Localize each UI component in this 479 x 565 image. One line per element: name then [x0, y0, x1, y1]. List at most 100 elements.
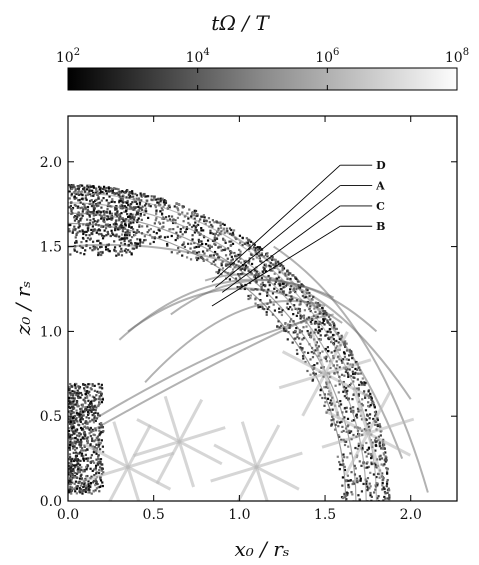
heatmap-cell — [76, 465, 79, 468]
heatmap-cell — [88, 199, 92, 203]
heatmap-cell — [97, 413, 100, 417]
heatmap-cell — [95, 398, 98, 401]
heatmap-cell — [76, 476, 79, 479]
heatmap-cell — [76, 390, 79, 393]
heatmap-cell — [288, 320, 292, 323]
heatmap-cell — [80, 407, 83, 410]
heatmap-cell — [330, 403, 333, 406]
heatmap-cell — [181, 254, 184, 257]
heatmap-cell — [333, 372, 336, 375]
heatmap-cell — [257, 306, 260, 309]
heatmap-cell — [281, 282, 284, 285]
heatmap-cell — [160, 198, 163, 202]
heatmap-cell — [126, 213, 129, 216]
heatmap-cell — [118, 213, 121, 216]
heatmap-cell — [105, 234, 108, 237]
heatmap-cell — [100, 439, 103, 442]
heatmap-cell — [226, 271, 229, 275]
heatmap-cell — [217, 234, 220, 237]
heatmap-cell — [98, 229, 102, 232]
heatmap-cell — [330, 351, 333, 354]
heatmap-cell — [330, 340, 333, 344]
heatmap-cell — [94, 478, 97, 481]
heatmap-cell — [254, 246, 257, 250]
heatmap-cell — [74, 471, 77, 475]
heatmap-cell — [303, 351, 306, 354]
heatmap-cell — [99, 479, 103, 482]
heatmap-cell — [277, 260, 280, 263]
heatmap-cell — [104, 245, 108, 248]
heatmap-cell — [117, 190, 120, 194]
heatmap-cell — [158, 236, 161, 239]
heatmap-cell — [208, 244, 212, 247]
heatmap-cell — [109, 234, 112, 238]
heatmap-cell — [164, 200, 168, 203]
heatmap-cell — [371, 400, 374, 403]
heatmap-cell — [96, 412, 100, 415]
heatmap-cell — [139, 214, 142, 217]
heatmap-cell — [79, 474, 82, 478]
heatmap-filament — [93, 310, 326, 431]
heatmap-cell — [162, 216, 165, 219]
heatmap-cell — [211, 219, 214, 222]
heatmap-cell — [122, 195, 125, 198]
heatmap-cell — [99, 458, 103, 461]
heatmap-cell — [93, 468, 96, 471]
heatmap-cell — [118, 225, 121, 228]
heatmap-cell — [125, 201, 128, 204]
heatmap-cell — [316, 330, 319, 333]
heatmap-cell — [93, 207, 96, 210]
heatmap-cell — [145, 195, 148, 198]
heatmap-cell — [90, 204, 94, 208]
heatmap-cell — [85, 468, 88, 471]
heatmap-cell — [70, 210, 73, 213]
heatmap-cell — [88, 193, 92, 196]
heatmap-cell — [177, 246, 180, 250]
heatmap-cell — [71, 390, 74, 393]
heatmap-cell — [201, 250, 205, 253]
heatmap-cell — [87, 404, 90, 407]
heatmap-cell — [263, 307, 266, 311]
heatmap-cell — [83, 433, 86, 436]
heatmap-cell — [190, 215, 193, 218]
heatmap-cell — [213, 242, 216, 245]
heatmap-cell — [90, 410, 93, 414]
heatmap-cell — [79, 459, 82, 463]
heatmap-cell — [181, 206, 184, 209]
heatmap-cell — [320, 327, 323, 331]
heatmap-cell — [352, 380, 355, 383]
heatmap-cell — [372, 403, 376, 407]
heatmap-cell — [73, 458, 76, 461]
heatmap-cell — [132, 221, 135, 224]
heatmap-cell — [91, 437, 94, 440]
heatmap-cell — [75, 431, 78, 434]
heatmap-cell — [146, 225, 149, 228]
heatmap-cell — [68, 427, 71, 430]
heatmap-cell — [176, 225, 179, 228]
heatmap-cell — [73, 248, 76, 251]
annotation-leader — [215, 185, 341, 288]
heatmap-cell — [100, 225, 103, 228]
heatmap-cell — [328, 401, 332, 405]
heatmap-cell — [138, 203, 142, 206]
heatmap-cell — [89, 460, 92, 464]
heatmap-cell — [128, 191, 131, 194]
heatmap-cell — [76, 420, 79, 423]
heatmap-cell — [381, 441, 385, 445]
heatmap-cell — [364, 396, 367, 399]
heatmap-cell — [147, 195, 150, 198]
heatmap-cell — [351, 493, 354, 496]
heatmap-cell — [217, 227, 220, 230]
heatmap-cell — [302, 314, 306, 317]
y-tick-label: 2.0 — [40, 155, 62, 171]
heatmap-cell — [125, 190, 128, 193]
heatmap-cell — [139, 212, 142, 216]
heatmap-cell — [355, 414, 358, 417]
heatmap-cell — [127, 203, 130, 206]
heatmap-cell — [92, 210, 95, 214]
heatmap-cell — [130, 226, 133, 229]
heatmap-cell — [74, 192, 77, 195]
heatmap-cell — [68, 230, 71, 233]
heatmap-cell — [296, 335, 299, 339]
